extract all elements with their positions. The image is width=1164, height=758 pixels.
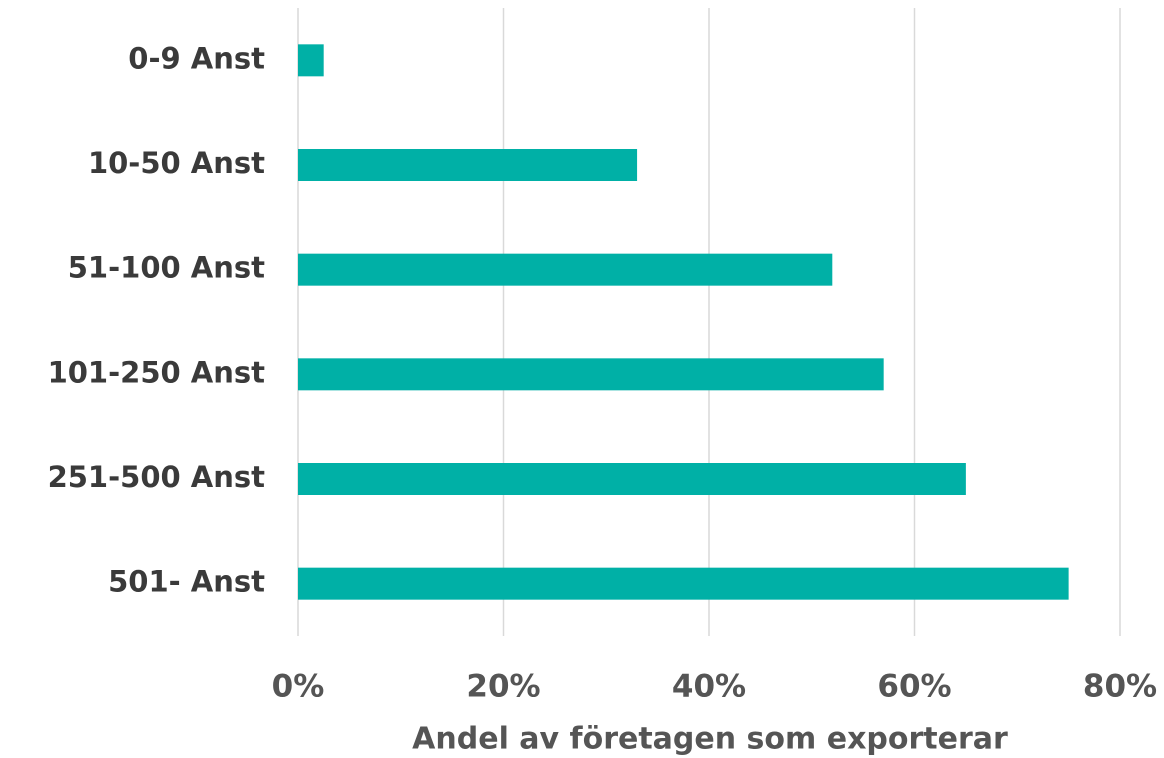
- x-tick-label: 20%: [466, 669, 540, 705]
- bar: [298, 463, 966, 495]
- y-tick-label: 501- Anst: [108, 565, 265, 599]
- y-tick-label: 251-500 Anst: [48, 460, 266, 494]
- y-tick-label: 51-100 Anst: [68, 251, 265, 285]
- x-tick-label: 0%: [272, 669, 325, 705]
- x-axis-title: Andel av företagen som exporterar: [412, 722, 1008, 757]
- x-tick-label: 40%: [672, 669, 746, 705]
- y-tick-label: 0-9 Anst: [128, 41, 265, 75]
- y-tick-label: 10-50 Anst: [88, 146, 265, 180]
- bar: [298, 358, 884, 391]
- bar: [298, 149, 638, 181]
- bar: [298, 567, 1069, 600]
- bar: [298, 253, 833, 286]
- bar: [298, 44, 324, 77]
- y-tick-label: 101-250 Anst: [48, 355, 266, 389]
- x-tick-label: 80%: [1083, 669, 1157, 705]
- x-tick-label: 60%: [877, 669, 951, 705]
